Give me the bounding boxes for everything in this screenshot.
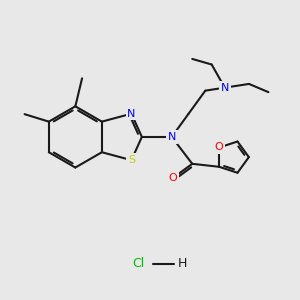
Text: N: N xyxy=(127,109,136,119)
Text: S: S xyxy=(128,155,135,165)
Text: N: N xyxy=(220,83,229,93)
Text: Cl: Cl xyxy=(133,257,145,270)
Text: O: O xyxy=(169,173,177,183)
Text: N: N xyxy=(167,132,176,142)
Text: O: O xyxy=(215,142,224,152)
Text: H: H xyxy=(178,257,188,270)
